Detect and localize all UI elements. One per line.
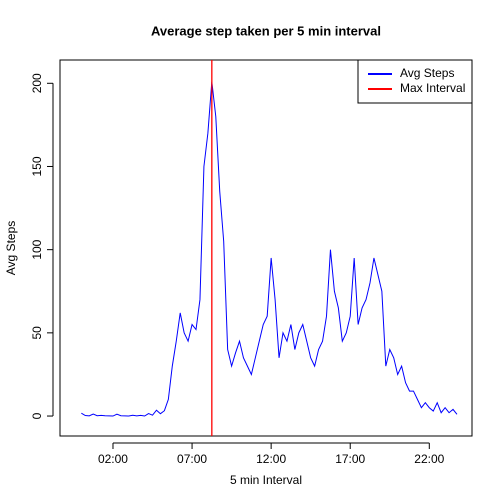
y-axis-label: Avg Steps (4, 221, 18, 275)
y-tick-label: 50 (30, 326, 44, 340)
y-tick-label: 100 (30, 239, 44, 259)
y-tick-label: 150 (30, 156, 44, 176)
x-tick-label: 17:00 (335, 452, 365, 466)
y-tick-label: 0 (30, 412, 44, 419)
series-line (81, 81, 458, 417)
chart-title: Average step taken per 5 min interval (151, 23, 381, 38)
x-tick-label: 12:00 (256, 452, 286, 466)
x-tick-label: 02:00 (98, 452, 128, 466)
x-axis-label: 5 min Interval (230, 473, 302, 487)
x-tick-label: 07:00 (177, 452, 207, 466)
legend-box (357, 59, 473, 104)
plot-box (59, 59, 473, 437)
y-tick-label: 200 (30, 73, 44, 93)
legend-label: Max Interval (400, 81, 465, 95)
x-tick-label: 22:00 (414, 452, 444, 466)
legend-label: Avg Steps (400, 66, 454, 80)
